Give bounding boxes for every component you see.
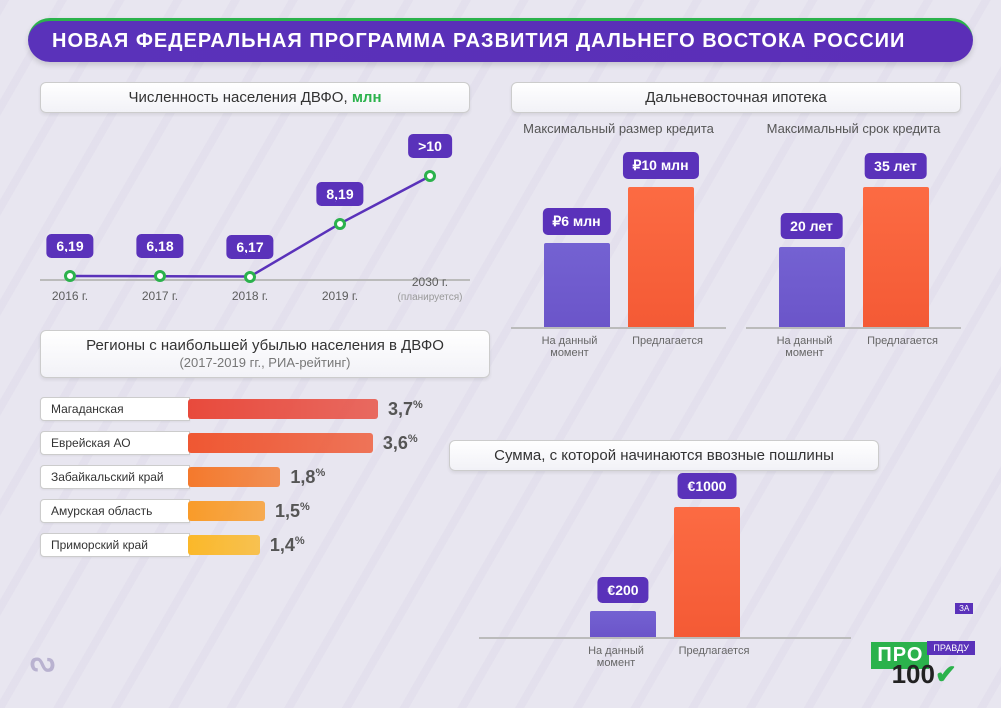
- population-point: [64, 270, 76, 282]
- region-row: Забайкальский край 1,8%: [40, 460, 490, 494]
- mortgage-panel: Дальневосточная ипотека Максимальный раз…: [511, 82, 961, 359]
- mortgage-subcharts: Максимальный размер кредита ₽6 млн ₽10 млн…: [511, 121, 961, 359]
- region-value: 1,5%: [275, 501, 310, 522]
- region-label: Магаданская: [40, 397, 190, 421]
- bar: €200: [590, 611, 656, 637]
- regions-title: Регионы с наибольшей убылью населения в …: [40, 330, 490, 378]
- region-label: Еврейская АО: [40, 431, 190, 455]
- region-row: Приморский край 1,4%: [40, 528, 490, 562]
- region-label: Забайкальский край: [40, 465, 190, 489]
- population-point: [154, 270, 166, 282]
- bar-cap: €200: [597, 577, 648, 603]
- mortgage-subchart: Максимальный срок кредита20 лет35 летНа …: [746, 121, 961, 359]
- bar: €1000: [674, 507, 740, 637]
- bar-x-labels: На данный момент Предлагается: [511, 329, 726, 359]
- region-row: Магаданская 3,7%: [40, 392, 490, 426]
- population-point-label: >10: [408, 134, 452, 158]
- regions-panel: Регионы с наибольшей убылью населения в …: [40, 330, 490, 562]
- bar: 35 лет: [863, 187, 929, 327]
- bar-group: ₽6 млн ₽10 млн: [511, 159, 726, 329]
- population-x-label: 2018 г.: [215, 289, 285, 303]
- population-point-label: 6,17: [226, 235, 273, 259]
- region-label: Приморский край: [40, 533, 190, 557]
- population-x-label: 2016 г.: [35, 289, 105, 303]
- population-line-chart: 6,192016 г.6,182017 г.6,172018 г.8,19201…: [40, 123, 470, 303]
- regions-bars: Магаданская 3,7% Еврейская АО 3,6% Забайкаль…: [40, 392, 490, 562]
- region-bar: [188, 501, 265, 521]
- region-bar: [188, 467, 280, 487]
- x-now: На данный момент: [765, 335, 845, 359]
- mortgage-subchart: Максимальный размер кредита ₽6 млн ₽10 млн…: [511, 121, 726, 359]
- population-panel: Численность населения ДВФО, млн 6,192016…: [40, 82, 470, 303]
- x-now: На данный момент: [530, 335, 610, 359]
- region-value: 1,4%: [270, 535, 305, 556]
- x-now: На данный момент: [576, 645, 656, 669]
- x-prop: Предлагается: [628, 335, 708, 359]
- header-title: НОВАЯ ФЕДЕРАЛЬНАЯ ПРОГРАММА РАЗВИТИЯ ДАЛ…: [52, 30, 905, 53]
- mortgage-title-text: Дальневосточная ипотека: [645, 89, 827, 106]
- population-title-text: Численность населения ДВФО,: [128, 89, 347, 106]
- population-x-label: 2017 г.: [125, 289, 195, 303]
- subchart-title: Максимальный срок кредита: [746, 121, 961, 153]
- population-point: [244, 271, 256, 283]
- population-x-label: 2019 г.: [305, 289, 375, 303]
- duty-title-text: Сумма, с которой начинаются ввозные пошл…: [494, 447, 834, 464]
- bar-cap: €1000: [678, 473, 737, 499]
- population-title: Численность населения ДВФО, млн: [40, 82, 470, 113]
- bar-cap: 35 лет: [864, 153, 927, 179]
- bar: ₽6 млн: [544, 243, 610, 327]
- population-point-label: 6,18: [136, 234, 183, 258]
- bar-cap: ₽10 млн: [622, 152, 698, 179]
- region-value: 1,8%: [290, 467, 325, 488]
- duty-subchart-wrap: €200 €1000 На данный момент Предлагается: [479, 479, 851, 669]
- logo: ЗА ПРОПРАВДУ 100✔: [871, 624, 977, 690]
- duty-title: Сумма, с которой начинаются ввозные пошл…: [449, 440, 879, 471]
- x-prop: Предлагается: [674, 645, 754, 669]
- population-x-label: 2030 г.(планируется): [395, 275, 465, 303]
- population-point-label: 6,19: [46, 234, 93, 258]
- bar-x-labels: На данный момент Предлагается: [746, 329, 961, 359]
- region-bar: [188, 433, 373, 453]
- zigzag-icon: ᔓ: [30, 645, 49, 678]
- bar-group: €200 €1000: [479, 479, 851, 639]
- bar: ₽10 млн: [628, 187, 694, 327]
- bar-cap: ₽6 млн: [542, 208, 610, 235]
- bar-cap: 20 лет: [780, 213, 843, 239]
- region-row: Еврейская АО 3,6%: [40, 426, 490, 460]
- x-prop: Предлагается: [863, 335, 943, 359]
- bar: 20 лет: [779, 247, 845, 327]
- subchart-title: Максимальный размер кредита: [511, 121, 726, 153]
- bar-group: 20 лет 35 лет: [746, 159, 961, 329]
- bar-x-labels: На данный момент Предлагается: [479, 639, 851, 669]
- logo-za: ЗА: [955, 603, 973, 614]
- population-point: [334, 218, 346, 230]
- population-unit: млн: [352, 89, 382, 106]
- region-label: Амурская область: [40, 499, 190, 523]
- region-row: Амурская область 1,5%: [40, 494, 490, 528]
- region-bar: [188, 399, 378, 419]
- regions-title-text: Регионы с наибольшей убылью населения в …: [86, 337, 444, 354]
- mortgage-title: Дальневосточная ипотека: [511, 82, 961, 113]
- region-value: 3,7%: [388, 399, 423, 420]
- logo-pravdu: ПРАВДУ: [927, 641, 975, 655]
- duty-panel: Сумма, с которой начинаются ввозные пошл…: [479, 440, 851, 669]
- population-point: [424, 170, 436, 182]
- population-point-label: 8,19: [316, 182, 363, 206]
- regions-subtitle: (2017-2019 гг., РИА-рейтинг): [179, 355, 350, 370]
- region-value: 3,6%: [383, 433, 418, 454]
- duty-subchart: €200 €1000 На данный момент Предлагается: [479, 479, 851, 669]
- header-banner: НОВАЯ ФЕДЕРАЛЬНАЯ ПРОГРАММА РАЗВИТИЯ ДАЛ…: [28, 18, 973, 62]
- region-bar: [188, 535, 260, 555]
